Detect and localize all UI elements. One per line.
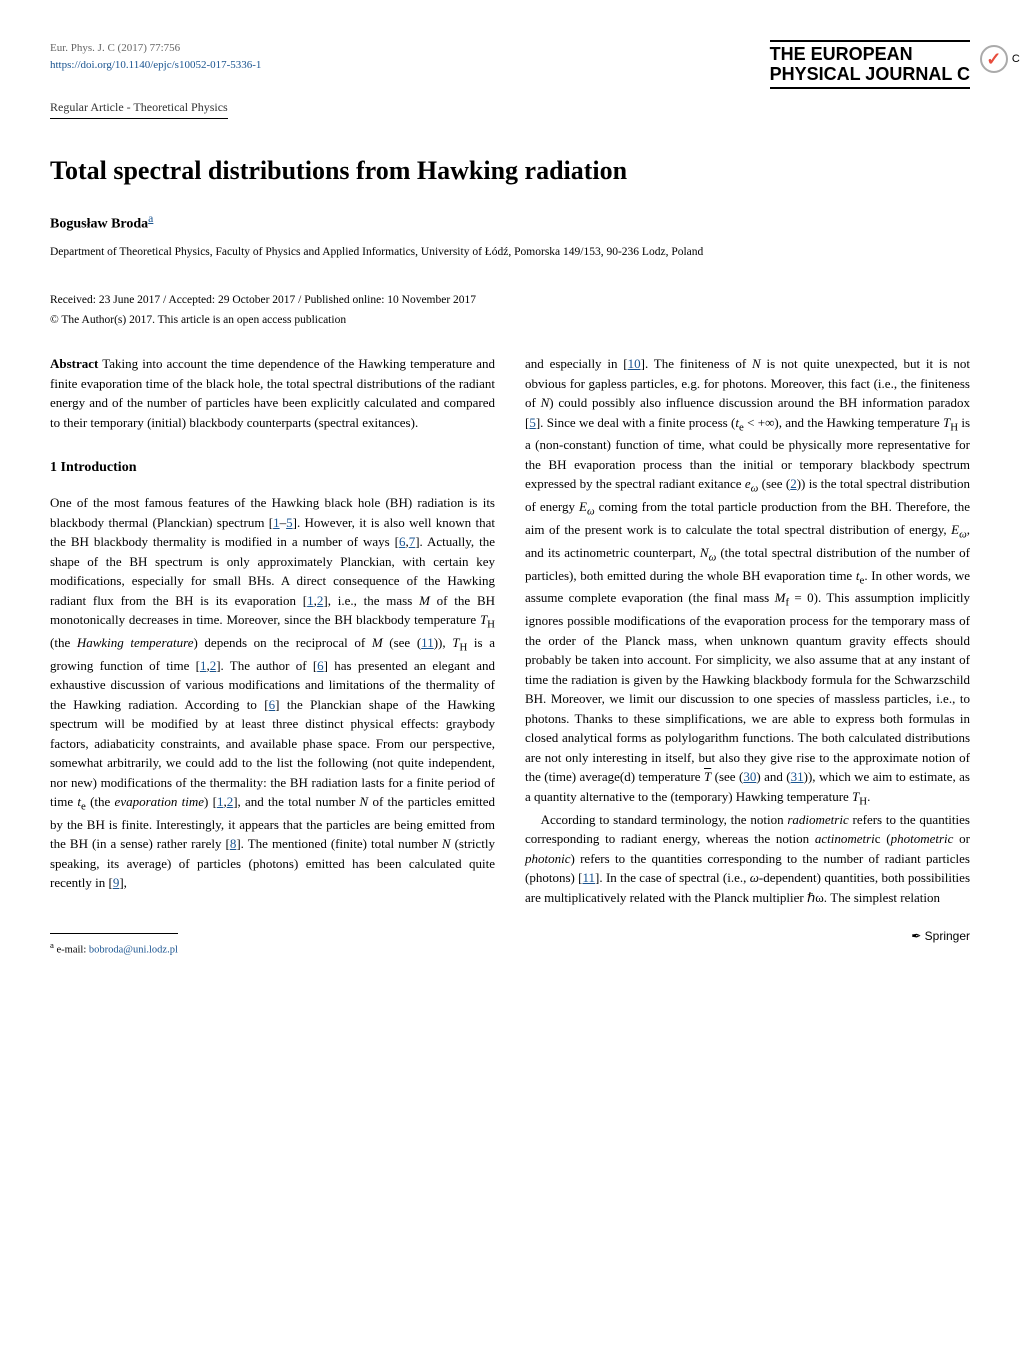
eq-31[interactable]: 31 — [791, 769, 804, 784]
abstract-para: Abstract Taking into account the time de… — [50, 354, 495, 432]
eq-11[interactable]: 11 — [421, 635, 434, 650]
col2-para-1: and especially in [10]. The finiteness o… — [525, 354, 970, 810]
page-title: Total spectral distributions from Hawkin… — [50, 151, 970, 190]
springer-logo: Springer — [525, 927, 970, 945]
header-right: THE EUROPEAN PHYSICAL JOURNAL C CrossMar… — [770, 40, 970, 92]
right-column: and especially in [10]. The finiteness o… — [525, 354, 970, 958]
left-column: Abstract Taking into account the time de… — [50, 354, 495, 958]
journal-line2: PHYSICAL JOURNAL C — [770, 65, 970, 89]
footnote: a e-mail: bobroda@uni.lodz.pl — [50, 933, 178, 958]
intro-para-1: One of the most famous features of the H… — [50, 493, 495, 893]
author: Bogusław Brodaa — [50, 210, 970, 235]
article-type: Regular Article - Theoretical Physics — [50, 98, 228, 119]
ref-10[interactable]: 10 — [628, 356, 641, 371]
header-row: Eur. Phys. J. C (2017) 77:756 https://do… — [50, 40, 970, 92]
copyright: © The Author(s) 2017. This article is an… — [50, 312, 970, 329]
crossmark-badge[interactable]: CrossMark — [980, 45, 1020, 73]
crossmark-label: CrossMark — [1012, 51, 1020, 68]
eq-30[interactable]: 30 — [743, 769, 756, 784]
section-1-heading: 1 Introduction — [50, 457, 495, 478]
citation: Eur. Phys. J. C (2017) 77:756 — [50, 40, 261, 57]
affiliation: Department of Theoretical Physics, Facul… — [50, 244, 970, 261]
ref-11[interactable]: 11 — [583, 870, 596, 885]
author-name: Bogusław Broda — [50, 216, 148, 231]
dates: Received: 23 June 2017 / Accepted: 29 Oc… — [50, 292, 970, 309]
abstract-text: Taking into account the time dependence … — [50, 356, 495, 430]
col2-para-2: According to standard terminology, the n… — [525, 810, 970, 908]
author-sup[interactable]: a — [148, 212, 153, 225]
journal-line1: THE EUROPEAN — [770, 45, 970, 65]
footnote-email[interactable]: bobroda@uni.lodz.pl — [89, 944, 178, 955]
header-left: Eur. Phys. J. C (2017) 77:756 https://do… — [50, 40, 261, 73]
abstract-label: Abstract — [50, 356, 98, 371]
footnote-label: e-mail: — [54, 944, 89, 955]
doi-link[interactable]: https://doi.org/10.1140/epjc/s10052-017-… — [50, 59, 261, 71]
two-column-layout: Abstract Taking into account the time de… — [50, 354, 970, 958]
crossmark-icon — [980, 45, 1008, 73]
journal-name: THE EUROPEAN PHYSICAL JOURNAL C — [770, 40, 970, 92]
